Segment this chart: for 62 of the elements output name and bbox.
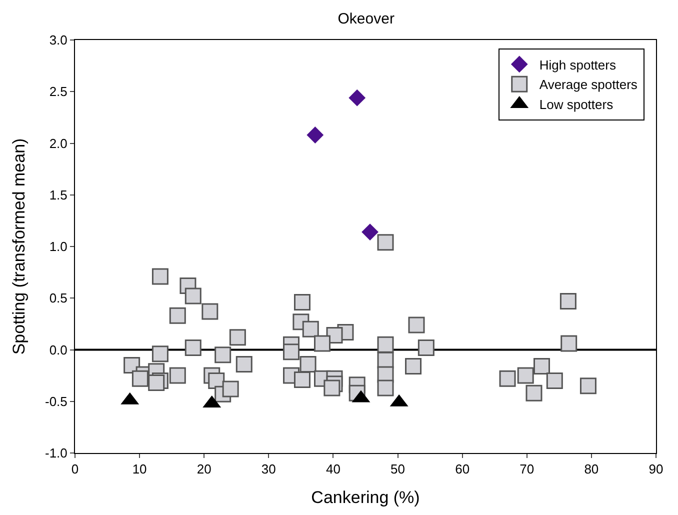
point (526, 384, 542, 402)
point (546, 372, 563, 389)
y-tick-label: 1.0 (49, 239, 68, 254)
y-axis-title: Spotting (transformed mean) (10, 138, 29, 355)
x-tick-label: 90 (648, 462, 664, 477)
point (377, 336, 394, 353)
x-tick-label: 10 (132, 462, 147, 477)
point (169, 307, 186, 324)
point (152, 346, 168, 362)
point (314, 335, 330, 352)
point (132, 370, 148, 387)
point (294, 294, 310, 311)
point (229, 329, 246, 346)
point (302, 320, 319, 338)
x-tick-label: 60 (455, 462, 470, 477)
point (499, 370, 516, 387)
point (408, 316, 425, 334)
point (300, 356, 316, 372)
point (348, 89, 366, 106)
point (202, 303, 218, 320)
legend-label: Average spotters (539, 77, 638, 92)
point (560, 292, 576, 310)
legend-label: High spotters (539, 57, 616, 72)
y-tick-label: 2.0 (49, 136, 68, 151)
y-tick-label: -0.5 (44, 394, 68, 409)
point (214, 346, 232, 364)
y-tick-label: 0.0 (49, 342, 68, 358)
x-tick-label: 30 (261, 462, 276, 477)
point (184, 288, 202, 304)
point (517, 367, 534, 384)
point (418, 339, 434, 356)
point (324, 380, 340, 396)
y-tick-label: 1.5 (49, 187, 68, 202)
y-tick-label: 3.0 (49, 32, 68, 48)
point (306, 126, 324, 144)
x-tick-label: 70 (520, 462, 534, 477)
point (580, 378, 596, 394)
point (533, 358, 550, 375)
point (294, 371, 310, 388)
x-tick-label: 20 (196, 462, 212, 477)
point (377, 380, 394, 396)
point (152, 268, 168, 285)
legend-label: Low spotters (539, 97, 614, 112)
point (283, 344, 300, 360)
y-tick-label: 0.5 (49, 290, 68, 306)
point (377, 234, 394, 251)
point (405, 358, 422, 375)
point (362, 224, 378, 240)
y-tick-label: -1.0 (44, 446, 68, 461)
chart-title: Okeover (338, 10, 394, 28)
y-tick-label: 2.5 (49, 84, 68, 100)
x-tick-label: 0 (71, 462, 79, 477)
x-tick-label: 40 (326, 462, 340, 477)
point (236, 356, 252, 372)
point (184, 339, 202, 356)
point (148, 374, 165, 392)
point (222, 380, 239, 398)
point (560, 335, 578, 352)
x-axis-title: Cankering (%) (311, 488, 420, 507)
point (169, 367, 186, 384)
x-tick-label: 50 (390, 462, 406, 477)
x-tick-label: 80 (584, 462, 599, 477)
